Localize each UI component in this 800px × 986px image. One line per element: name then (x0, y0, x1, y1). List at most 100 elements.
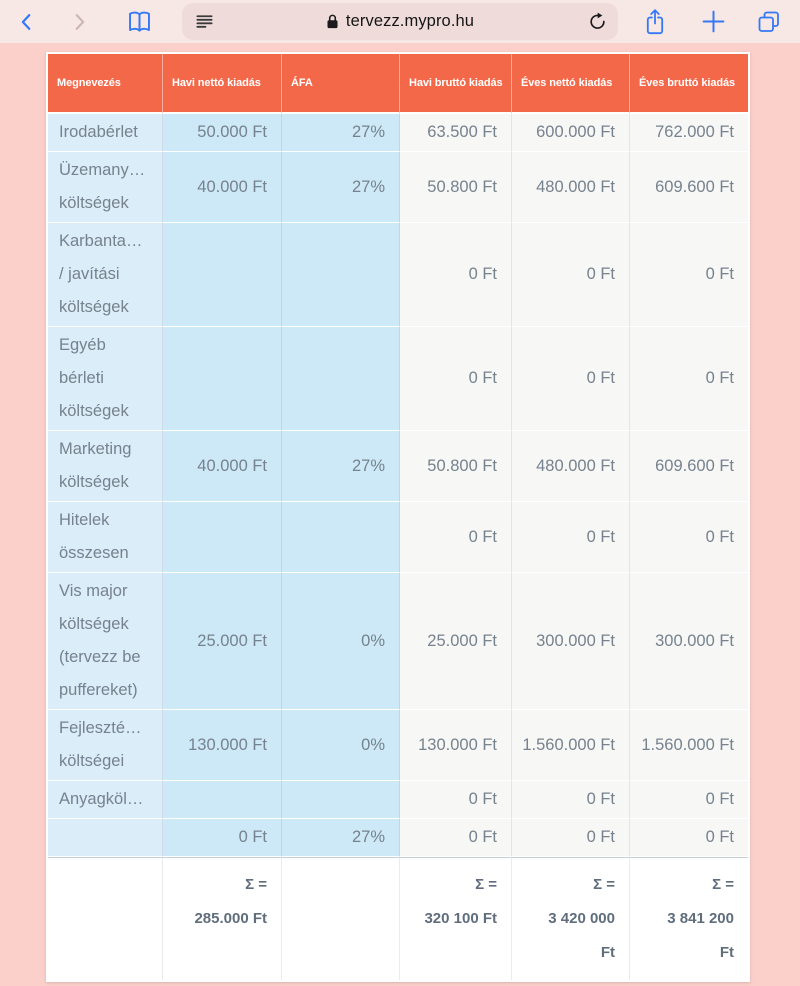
cell-eves-brutto: 0 Ft (630, 327, 748, 431)
cell-eves-netto: 1.560.000 Ft (512, 710, 630, 781)
cell-name: Vis major költségek (tervezz be pufferek… (48, 573, 163, 710)
bookmarks-book-icon (126, 9, 153, 34)
cell-name (48, 819, 163, 857)
cell-eves-netto: 600.000 Ft (512, 114, 630, 152)
column-header-havi-netto: Havi nettó kiadás (163, 54, 282, 114)
cell-name: Karbanta… / javítási költségek (48, 223, 163, 327)
total-value: 285.000 Ft (194, 910, 267, 927)
cell-name: Anyagköl… (48, 781, 163, 819)
table-row: 0 Ft 27% 0 Ft 0 Ft 0 Ft (48, 819, 748, 857)
share-icon (643, 8, 667, 36)
cell-eves-brutto: 762.000 Ft (630, 114, 748, 152)
table-row: Egyéb bérleti költségek 0 Ft 0 Ft 0 Ft (48, 327, 748, 431)
cell-havi-netto-input[interactable]: 25.000 Ft (163, 573, 282, 710)
cell-afa-input[interactable]: 0% (282, 710, 400, 781)
cell-havi-netto-input[interactable] (163, 327, 282, 431)
cell-havi-netto-input[interactable]: 40.000 Ft (163, 431, 282, 502)
sigma-label: Σ = (593, 876, 615, 893)
cell-afa-input[interactable] (282, 502, 400, 573)
forward-button[interactable] (62, 5, 96, 39)
cell-eves-netto: 0 Ft (512, 502, 630, 573)
cell-eves-brutto: 300.000 Ft (630, 573, 748, 710)
totals-empty-cell (48, 857, 163, 980)
cell-afa-input[interactable] (282, 327, 400, 431)
cell-eves-netto: 480.000 Ft (512, 152, 630, 223)
tab-overview-icon (756, 9, 782, 35)
share-button[interactable] (638, 5, 672, 39)
cell-afa-input[interactable]: 0% (282, 573, 400, 710)
reload-button[interactable] (588, 12, 607, 31)
cell-havi-netto-input[interactable] (163, 223, 282, 327)
cell-havi-brutto: 0 Ft (400, 327, 512, 431)
totals-row: Σ = 285.000 Ft Σ = 320 100 Ft Σ = 3 420 … (48, 857, 748, 980)
back-chevron-icon (16, 11, 38, 33)
header-row: Megnevezés Havi nettó kiadás ÁFA Havi br… (48, 54, 748, 114)
table-row: Irodabérlet 50.000 Ft 27% 63.500 Ft 600.… (48, 114, 748, 152)
cell-name: Üzemany… költségek (48, 152, 163, 223)
cell-name: Egyéb bérleti költségek (48, 327, 163, 431)
sigma-label: Σ = (245, 876, 267, 893)
cell-name: Hitelek összesen (48, 502, 163, 573)
tabs-button[interactable] (752, 5, 786, 39)
cell-eves-brutto: 1.560.000 Ft (630, 710, 748, 781)
column-header-afa: ÁFA (282, 54, 400, 114)
table-row: Anyagköl… 0 Ft 0 Ft 0 Ft (48, 781, 748, 819)
cell-havi-netto-input[interactable]: 0 Ft (163, 819, 282, 857)
cell-name: Marketing költségek (48, 431, 163, 502)
cell-eves-brutto: 0 Ft (630, 781, 748, 819)
cell-eves-netto: 300.000 Ft (512, 573, 630, 710)
cell-havi-netto-input[interactable] (163, 781, 282, 819)
cell-havi-netto-input[interactable]: 50.000 Ft (163, 114, 282, 152)
cell-eves-brutto: 0 Ft (630, 223, 748, 327)
table-row: Karbanta… / javítási költségek 0 Ft 0 Ft… (48, 223, 748, 327)
table-row: Fejleszté… költségei 130.000 Ft 0% 130.0… (48, 710, 748, 781)
cell-eves-netto: 480.000 Ft (512, 431, 630, 502)
cell-havi-brutto: 0 Ft (400, 502, 512, 573)
cell-havi-netto-input[interactable]: 40.000 Ft (163, 152, 282, 223)
new-tab-button[interactable] (696, 5, 730, 39)
address-display: tervezz.mypro.hu (182, 12, 618, 31)
cell-eves-netto: 0 Ft (512, 327, 630, 431)
cell-afa-input[interactable]: 27% (282, 819, 400, 857)
table-row: Üzemany… költségek 40.000 Ft 27% 50.800 … (48, 152, 748, 223)
totals-empty-cell (282, 857, 400, 980)
cell-eves-brutto: 0 Ft (630, 502, 748, 573)
cell-afa-input[interactable] (282, 781, 400, 819)
cell-eves-netto: 0 Ft (512, 781, 630, 819)
total-havi-netto: Σ = 285.000 Ft (163, 857, 282, 980)
table-row: Hitelek összesen 0 Ft 0 Ft 0 Ft (48, 502, 748, 573)
cell-havi-brutto: 130.000 Ft (400, 710, 512, 781)
cell-havi-brutto: 50.800 Ft (400, 431, 512, 502)
address-bar[interactable]: tervezz.mypro.hu (182, 3, 618, 40)
table-row: Marketing költségek 40.000 Ft 27% 50.800… (48, 431, 748, 502)
cell-afa-input[interactable] (282, 223, 400, 327)
sigma-label: Σ = (475, 876, 497, 893)
reader-button[interactable] (195, 12, 214, 31)
cell-eves-brutto: 609.600 Ft (630, 431, 748, 502)
web-page: Megnevezés Havi nettó kiadás ÁFA Havi br… (0, 43, 800, 986)
padlock-icon (326, 13, 339, 30)
cell-afa-input[interactable]: 27% (282, 152, 400, 223)
cell-afa-input[interactable]: 27% (282, 114, 400, 152)
forward-chevron-icon (68, 11, 90, 33)
browser-toolbar: tervezz.mypro.hu (0, 0, 800, 43)
column-header-eves-brutto: Éves bruttó kiadás (630, 54, 748, 114)
total-havi-brutto: Σ = 320 100 Ft (400, 857, 512, 980)
reload-icon (588, 12, 607, 31)
reader-lines-icon (195, 12, 214, 31)
expenses-table: Megnevezés Havi nettó kiadás ÁFA Havi br… (46, 52, 750, 982)
cell-havi-brutto: 25.000 Ft (400, 573, 512, 710)
column-header-megnevezes: Megnevezés (48, 54, 163, 114)
cell-havi-netto-input[interactable] (163, 502, 282, 573)
back-button[interactable] (10, 5, 44, 39)
cell-afa-input[interactable]: 27% (282, 431, 400, 502)
bookmarks-button[interactable] (122, 5, 156, 39)
cell-havi-brutto: 63.500 Ft (400, 114, 512, 152)
expenses-table-grid: Megnevezés Havi nettó kiadás ÁFA Havi br… (48, 54, 748, 980)
sigma-label: Σ = (712, 876, 734, 893)
total-value: 3 420 000 Ft (548, 910, 615, 961)
cell-havi-netto-input[interactable]: 130.000 Ft (163, 710, 282, 781)
column-header-havi-brutto: Havi bruttó kiadás (400, 54, 512, 114)
cell-name: Fejleszté… költségei (48, 710, 163, 781)
column-header-eves-netto: Éves nettó kiadás (512, 54, 630, 114)
